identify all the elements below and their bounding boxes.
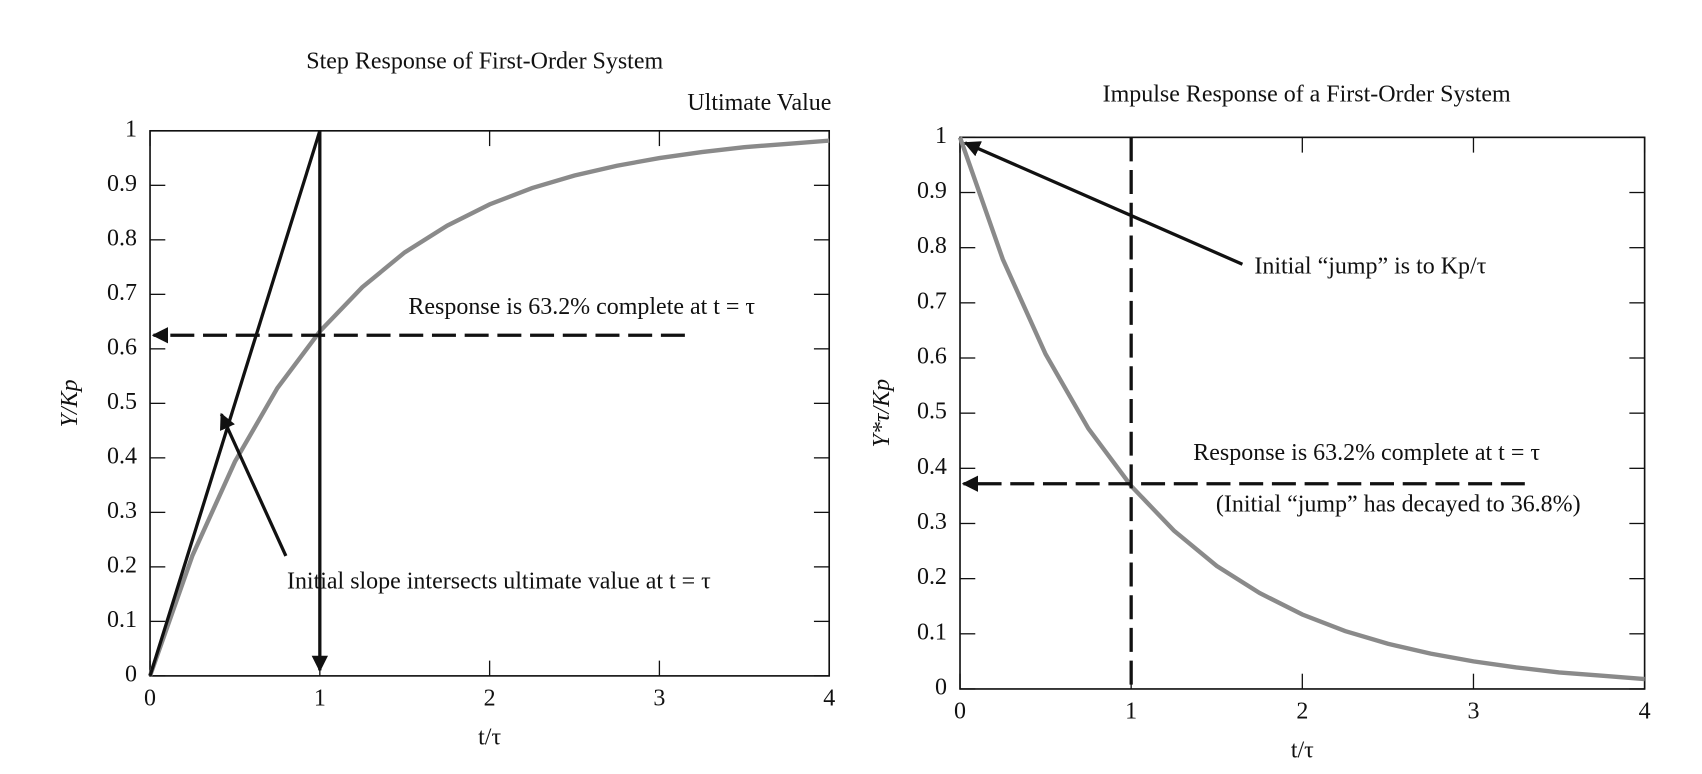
y-tick-label: 0.2 bbox=[107, 552, 137, 578]
chart-title: Step Response of First-Order System bbox=[306, 49, 663, 75]
y-tick-label: 0.4 bbox=[917, 454, 947, 480]
x-axis-label: t/τ bbox=[1291, 738, 1314, 764]
y-tick-label: 0.7 bbox=[107, 280, 137, 306]
x-tick-label: 3 bbox=[1467, 698, 1479, 724]
annotation: Initial “jump” is to Kp/τ bbox=[1254, 254, 1486, 280]
y-tick-label: 0.3 bbox=[917, 509, 947, 535]
y-tick-label: 0.8 bbox=[917, 233, 947, 259]
y-tick-label: 1 bbox=[125, 116, 137, 142]
chart-title: Impulse Response of a First-Order System bbox=[1103, 81, 1511, 107]
y-tick-label: 0.1 bbox=[917, 619, 947, 645]
y-tick-label: 0.6 bbox=[917, 344, 947, 370]
plot-frame bbox=[959, 136, 1646, 690]
response-curve bbox=[957, 136, 1645, 682]
y-tick-label: 0.3 bbox=[107, 498, 137, 524]
x-tick-label: 4 bbox=[1639, 698, 1651, 724]
y-tick-label: 0 bbox=[125, 661, 137, 687]
x-tick-label: 0 bbox=[954, 698, 966, 724]
y-tick-label: 0.1 bbox=[107, 607, 137, 633]
y-axis-label: Y*τ/Kp bbox=[869, 379, 895, 448]
x-tick-label: 4 bbox=[823, 685, 835, 711]
y-tick-label: 0.5 bbox=[917, 399, 947, 425]
y-tick-label: 0.5 bbox=[107, 389, 137, 415]
y-axis-label: Y/Kp bbox=[57, 379, 83, 427]
x-axis-label: t/τ bbox=[478, 725, 501, 751]
pointer-arrow bbox=[963, 141, 1244, 266]
x-tick-label: 2 bbox=[1296, 698, 1308, 724]
x-tick-label: 1 bbox=[1125, 698, 1137, 724]
x-tick-label: 0 bbox=[144, 685, 156, 711]
response-curve bbox=[147, 138, 830, 677]
annotation: Response is 63.2% complete at t = τ bbox=[1193, 440, 1540, 466]
y-tick-label: 0.4 bbox=[107, 443, 137, 469]
y-tick-label: 0.9 bbox=[917, 178, 947, 204]
y-tick-label: 1 bbox=[935, 123, 947, 149]
y-tick-label: 0.7 bbox=[917, 288, 947, 314]
y-tick-label: 0 bbox=[935, 674, 947, 700]
annotation: Response is 63.2% complete at t = τ bbox=[408, 294, 755, 320]
annotation: (Initial “jump” has decayed to 36.8%) bbox=[1216, 491, 1581, 517]
annotation: Initial slope intersects ultimate value … bbox=[287, 569, 711, 595]
annotation: Ultimate Value bbox=[687, 90, 831, 116]
y-tick-label: 0.8 bbox=[107, 225, 137, 251]
y-tick-label: 0.2 bbox=[917, 564, 947, 590]
y-tick-label: 0.9 bbox=[107, 171, 137, 197]
pointer-arrow bbox=[219, 412, 288, 557]
y-tick-label: 0.6 bbox=[107, 334, 137, 360]
x-tick-label: 2 bbox=[484, 685, 496, 711]
slope-line bbox=[148, 130, 322, 677]
x-tick-label: 3 bbox=[653, 685, 665, 711]
x-tick-label: 1 bbox=[314, 685, 326, 711]
